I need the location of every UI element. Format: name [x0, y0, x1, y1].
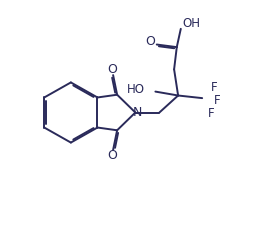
Text: OH: OH	[182, 17, 200, 30]
Text: F: F	[214, 94, 221, 107]
Text: HO: HO	[127, 83, 145, 96]
Text: O: O	[145, 35, 155, 48]
Text: F: F	[211, 81, 218, 94]
Text: O: O	[107, 63, 117, 76]
Text: F: F	[208, 107, 215, 120]
Text: N: N	[132, 106, 142, 119]
Text: O: O	[107, 149, 117, 162]
